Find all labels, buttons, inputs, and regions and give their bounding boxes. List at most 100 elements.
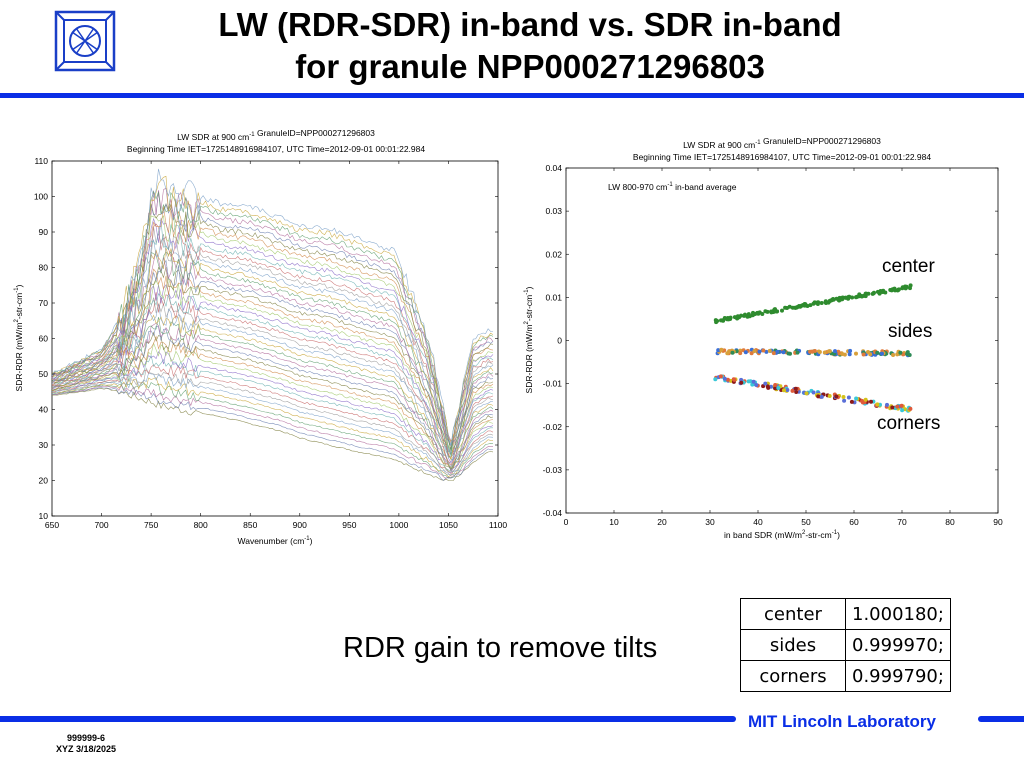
x-tick-label: 10 (609, 517, 619, 527)
y-tick-label: 0.03 (545, 206, 562, 216)
y-tick-label: 0.01 (545, 292, 562, 302)
chart1-title: LW SDR at 900 cm-1 GranuleID=NPP00027129… (177, 128, 375, 142)
chart2-subtitle: Beginning Time IET=1725148916984107, UTC… (633, 152, 931, 162)
chart2-annotation: LW 800-970 cm-1 in-band average (608, 182, 737, 192)
scatter-point-corners (819, 394, 824, 399)
scatter-point-corners (869, 399, 873, 404)
scatter-point-sides (716, 348, 721, 353)
label-center: center (882, 256, 935, 277)
spectrum-line (51, 387, 494, 481)
scatter-point-corners (754, 383, 759, 387)
spectrum-line (51, 266, 494, 455)
scatter-point-center (787, 304, 792, 309)
y-tick-label: 0 (557, 336, 562, 346)
scatter-point-center (896, 287, 901, 292)
table-row: center 1.000180; (740, 598, 951, 630)
scatter-point-corners (885, 402, 889, 407)
scatter-point-corners (899, 403, 904, 408)
spectrum-line (51, 367, 494, 477)
scatter-point-corners (834, 394, 839, 399)
scatter-point-sides (854, 351, 858, 356)
x-tick-label: 950 (342, 520, 356, 530)
table-row: sides 0.999970; (740, 629, 951, 661)
scatter-point-corners (908, 406, 913, 411)
scatter-point-sides (749, 351, 754, 356)
scatter-point-corners (841, 395, 846, 399)
scatter-point-center (875, 289, 880, 294)
scatter-point-corners (718, 374, 723, 379)
scatter-point-center (769, 310, 774, 315)
scatter-point-center (903, 285, 908, 290)
scatter-point-sides (764, 349, 769, 354)
scatter-point-sides (775, 349, 780, 354)
y-tick-label: 60 (39, 334, 49, 344)
scatter-point-sides (771, 351, 776, 356)
x-tick-label: 1000 (389, 520, 408, 530)
scatter-point-sides (822, 350, 827, 355)
spectrum-line (51, 205, 494, 444)
scatter-point-sides (848, 348, 853, 353)
chart1-xlabel: Wavenumber (cm-1) (238, 536, 313, 546)
y-tick-label: -0.03 (543, 465, 563, 475)
scatter-point-corners (854, 396, 859, 401)
x-tick-label: 20 (657, 517, 667, 527)
scatter-point-corners (739, 377, 744, 382)
scatter-point-sides (719, 347, 724, 352)
scatter-point-corners (895, 404, 900, 409)
brand-name: MIT Lincoln Laboratory (748, 712, 936, 731)
y-tick-label: -0.04 (543, 508, 563, 518)
y-tick-label: 80 (39, 263, 49, 273)
scatter-point-center (828, 298, 832, 303)
chart2-title: LW SDR at 900 cm-1 GranuleID=NPP00027129… (683, 136, 881, 150)
chart1-subtitle: Beginning Time IET=1725148916984107, UTC… (127, 144, 425, 154)
scatter-point-sides (752, 349, 757, 353)
y-tick-label: 10 (39, 511, 49, 521)
x-tick-label: 90 (993, 517, 1003, 527)
scatter-point-sides (786, 351, 791, 356)
scatter-point-corners (713, 377, 718, 382)
scatter-point-sides (817, 350, 822, 354)
spectrum-line (51, 377, 494, 478)
scatter-point-corners (773, 383, 778, 387)
scatter-point-center (802, 303, 807, 308)
scatter-point-corners (903, 407, 908, 412)
x-tick-label: 80 (945, 517, 955, 527)
scatter-point-center (908, 283, 913, 288)
title-line-1: LW (RDR-SDR) in-band vs. SDR in-band (218, 6, 842, 43)
scatter-point-center (780, 308, 784, 313)
spectrum-line (51, 277, 494, 458)
doc-info: 999999-6 XYZ 3/18/2025 (56, 733, 116, 755)
scatter-point-center (872, 290, 876, 295)
gain-key: sides (740, 629, 846, 661)
scatter-point-corners (722, 376, 727, 381)
scatter-point-corners (890, 405, 895, 410)
scatter-point-corners (785, 388, 790, 392)
scatter-point-sides (727, 349, 732, 354)
gain-value: 0.999970; (845, 629, 951, 661)
scatter-point-corners (763, 381, 768, 386)
scatter-point-sides (743, 350, 748, 355)
scatter-point-corners (842, 398, 847, 403)
slide-title: LW (RDR-SDR) in-band vs. SDR in-band for… (130, 4, 930, 88)
spectrum-line (51, 249, 494, 456)
chart1-ylabel: SDR-RDR (mW/m2-str-cm-1) (14, 284, 24, 391)
title-line-2: for granule NPP000271296803 (295, 48, 765, 85)
spectrum-line (51, 292, 494, 460)
scatter-point-sides (809, 349, 814, 354)
scatter-point-center (831, 297, 836, 301)
x-tick-label: 850 (243, 520, 257, 530)
spectrum-line (51, 268, 494, 460)
chart2-ylabel: SDR-RDR (mW/m2-str-cm-1) (524, 286, 534, 393)
y-tick-label: 50 (39, 369, 49, 379)
doc-id: 999999-6 (67, 733, 106, 743)
y-tick-label: 100 (34, 192, 48, 202)
scatter-point-corners (776, 386, 781, 390)
scatter-point-center (713, 318, 718, 323)
scatter-point-center (838, 297, 843, 302)
spectrum-line (51, 303, 494, 468)
scatter-point-center (879, 289, 884, 294)
y-tick-label: 70 (39, 298, 49, 308)
scatter-point-corners (849, 399, 854, 404)
scatter-point-sides (795, 350, 800, 355)
scatter-point-center (723, 316, 728, 321)
